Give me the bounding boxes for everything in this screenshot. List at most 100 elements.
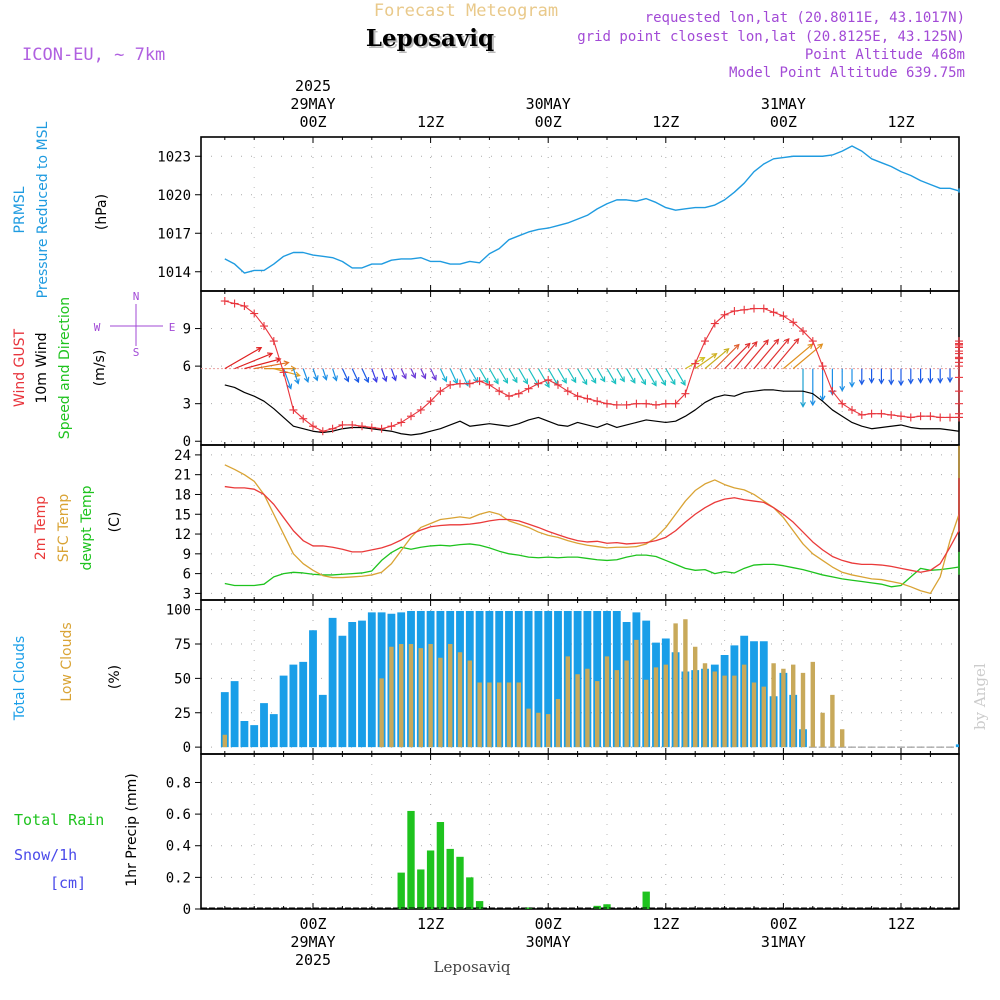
- wind-arrow: [302, 368, 310, 383]
- clouds-ytick-label: 25: [174, 706, 191, 722]
- wind-arrow-head: [294, 378, 300, 385]
- wind-arrow: [743, 339, 769, 370]
- wind-arrow: [616, 368, 625, 383]
- snow-label: Snow/1h: [14, 846, 77, 864]
- wind-arrow-shaft: [439, 368, 447, 382]
- low-cloud-bar: [692, 646, 698, 748]
- low-clouds-label: Low Clouds: [59, 622, 75, 701]
- gust-marker: [622, 400, 631, 409]
- wind-arrow-head: [619, 376, 625, 383]
- gust-marker: [808, 337, 817, 346]
- bottom-axis-label: 31MAY: [761, 933, 806, 951]
- wind-arrow-shaft: [655, 368, 666, 386]
- pressure-ytick-label: 1014: [157, 265, 191, 281]
- wind-arrow-head: [680, 379, 686, 386]
- temperature-ytick-label: 24: [174, 448, 191, 464]
- wind-arrow-shaft: [234, 352, 273, 370]
- wind-arrow-head: [809, 400, 816, 407]
- low-cloud-bar: [673, 623, 678, 748]
- wind-arrow-head: [354, 377, 360, 384]
- low-cloud-bar: [487, 682, 492, 748]
- gust-marker: [661, 399, 670, 408]
- wind-arrow-shaft: [645, 368, 657, 386]
- gust-marker: [358, 422, 366, 431]
- rain-bar: [407, 810, 415, 909]
- rain-bar: [524, 907, 533, 909]
- low-cloud-bar: [614, 670, 620, 748]
- bottom-axis-label: 12Z: [417, 915, 444, 933]
- wind-arrow: [577, 368, 588, 386]
- wind-arrow-shaft: [302, 368, 309, 382]
- wind-arrow-shaft: [390, 368, 397, 381]
- low-cloud-bar: [477, 682, 482, 748]
- wind-arrow: [312, 368, 319, 382]
- gust-marker: [426, 397, 435, 406]
- bottom-axis-label: 00Z: [299, 915, 326, 933]
- wind-arrow-head: [410, 372, 417, 379]
- wind-arrow-head: [800, 401, 806, 408]
- wind-arrow-shaft: [694, 353, 717, 370]
- wind-arrow: [635, 368, 647, 386]
- gust-marker: [495, 387, 504, 396]
- total-cloud-bar: [309, 630, 317, 748]
- pressure-ytick-label: 1023: [157, 149, 191, 165]
- wind-arrow-head: [773, 338, 780, 345]
- wind-arrow-shaft: [635, 368, 646, 385]
- wind-arrow: [809, 368, 816, 407]
- total-cloud-bar: [318, 694, 327, 748]
- temperature-frame: [200, 444, 960, 601]
- wind-arrow: [655, 368, 667, 386]
- pressure-panel: 1014 1017 1020 1023: [157, 136, 960, 292]
- wind-arrow-shaft: [704, 348, 729, 370]
- wind-arrow-head: [817, 343, 824, 350]
- temperature-ytick-label: 3: [183, 586, 191, 602]
- gust-marker: [955, 387, 963, 396]
- gust-marker: [759, 304, 768, 313]
- gust-marker: [269, 337, 278, 346]
- total-cloud-bar: [260, 703, 268, 748]
- gust-marker: [573, 392, 582, 401]
- clouds-ytick-label: 0: [183, 740, 191, 756]
- wind-arrow: [479, 368, 489, 384]
- gust-marker: [505, 392, 513, 401]
- precip-ytick-label: 0.2: [166, 870, 191, 886]
- rain-bar: [456, 856, 464, 909]
- gridpoint-coords: grid point closest lon,lat (20.8125E, 43…: [577, 29, 965, 45]
- low-cloud-bar: [428, 644, 433, 748]
- temperature-ytick-label: 18: [174, 487, 191, 503]
- wind-arrow: [518, 368, 529, 385]
- wind-arrow-head: [611, 378, 617, 385]
- dewpt-label: dewpt Temp: [79, 485, 95, 570]
- bottom-axis-label: 12Z: [887, 915, 914, 933]
- wind-arrow: [449, 368, 459, 385]
- temp-units: (C): [107, 512, 123, 533]
- wind-arrow: [381, 368, 388, 383]
- gust-marker: [328, 424, 337, 433]
- wind-arrow-head: [744, 342, 751, 349]
- gust-marker: [642, 399, 651, 408]
- compass-east: E: [169, 321, 176, 334]
- wind-arrow: [439, 368, 448, 383]
- total-cloud-bar: [328, 617, 337, 748]
- gust-marker: [485, 380, 494, 389]
- wind-arrow-shaft: [616, 368, 625, 382]
- wind-arrow-head: [343, 376, 350, 383]
- wind-arrow: [714, 343, 740, 370]
- total-cloud-bar: [250, 725, 259, 748]
- gust-marker: [681, 389, 690, 398]
- wind-arrow: [508, 368, 518, 384]
- low-cloud-bar: [408, 644, 414, 748]
- wind-arrow-shaft: [586, 368, 597, 384]
- top-axis-label: 00Z: [299, 113, 326, 131]
- wind-arrow-shaft: [224, 347, 262, 370]
- wind-side-labels: Wind GUST 10m Wind Speed and Direction (…: [12, 290, 175, 439]
- dewpt-line: [224, 543, 960, 588]
- wind-arrow-shaft: [763, 338, 790, 370]
- pressure-frame: [200, 136, 960, 292]
- wind-arrow-head: [381, 375, 388, 383]
- gust-marker: [955, 347, 963, 356]
- wind-arrow-head: [391, 375, 397, 382]
- compass-icon: N S W E: [94, 290, 176, 359]
- total-cloud-bar: [240, 721, 249, 748]
- low-cloud-bar: [722, 675, 727, 748]
